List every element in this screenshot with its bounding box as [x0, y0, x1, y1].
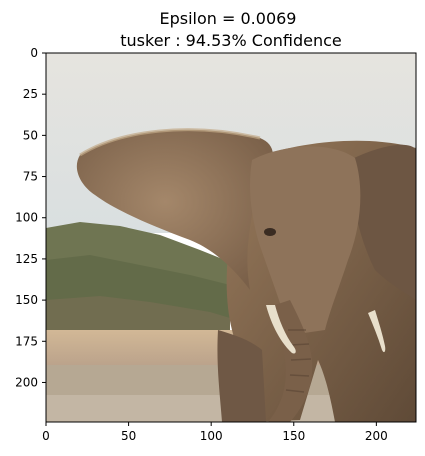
x-tick-label: 150 — [282, 429, 305, 443]
elephant-right-ear — [350, 144, 416, 300]
x-tick-label: 0 — [42, 429, 50, 443]
y-axis: 0 25 50 75 100 125 150 175 200 — [15, 46, 46, 389]
x-axis: 0 50 100 150 200 — [42, 422, 388, 443]
elephant-left-ear — [76, 129, 273, 290]
elephant-tusk-right — [368, 310, 386, 353]
x-tick-label: 200 — [365, 429, 388, 443]
y-tick-label: 25 — [23, 87, 38, 101]
elephant-leg — [217, 330, 266, 422]
y-tick-label: 125 — [15, 252, 38, 266]
y-tick-label: 75 — [23, 170, 38, 184]
y-tick-label: 50 — [23, 128, 38, 142]
trunk-wrinkles — [285, 329, 312, 393]
y-tick-label: 0 — [30, 46, 38, 60]
elephant-head — [250, 146, 361, 335]
elephant-eye — [264, 228, 276, 236]
y-tick-label: 175 — [15, 334, 38, 348]
elephant-tusk-left — [266, 305, 296, 354]
title-line-1: Epsilon = 0.0069 — [160, 9, 297, 28]
photo-elephant — [46, 53, 416, 422]
y-tick-label: 200 — [15, 375, 38, 389]
y-tick-label: 100 — [15, 211, 38, 225]
axes-frame — [45, 52, 417, 423]
title-line-2: tusker : 94.53% Confidence — [120, 31, 341, 50]
x-tick-label: 100 — [200, 429, 223, 443]
ear-edge — [79, 128, 261, 157]
x-tick-label: 50 — [121, 429, 136, 443]
y-tick-label: 150 — [15, 293, 38, 307]
